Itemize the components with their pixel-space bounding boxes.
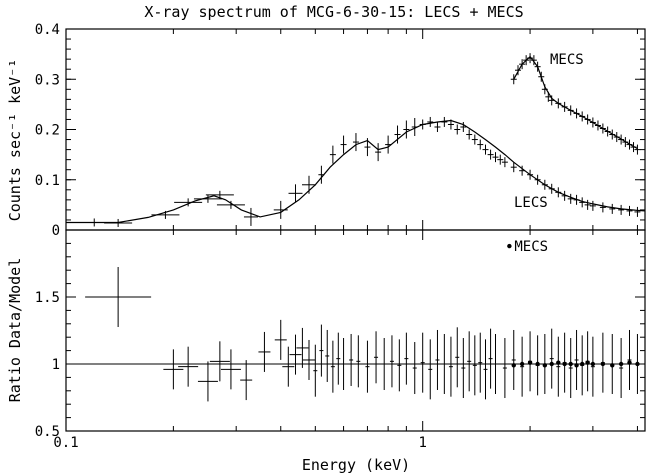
top-panel: 0 0.1 0.2 0.3 0.4 Counts sec⁻¹ keV⁻¹ LECS ME… [6, 22, 646, 239]
ratio-point-mecs [527, 360, 533, 365]
ratio-point-mecs [556, 360, 561, 365]
bottom-legend: MECS [507, 239, 548, 255]
ratio-point-mecs [579, 361, 585, 367]
top-y-ticks: 0 0.1 0.2 0.3 0.4 [35, 22, 645, 239]
x-tick-label: 1 [418, 435, 426, 451]
x-axis-label: Energy (keV) [302, 456, 410, 474]
bottom-x-ticks: 0.1 1 [53, 230, 638, 451]
model-line-mecs [513, 55, 638, 150]
ratio-point-mecs [535, 361, 540, 367]
ratio-point-mecs [610, 363, 615, 368]
series-label-mecs: MECS [550, 52, 584, 68]
series-label-lecs: LECS [514, 195, 548, 211]
y-tick-label: 0.3 [35, 72, 60, 88]
ratio-point-mecs [585, 360, 590, 365]
bottom-y-ticks: 0.5 1 1.5 [35, 229, 645, 440]
ratio-point-mecs [627, 360, 632, 365]
legend-marker-mecs [507, 243, 512, 249]
bottom-panel: 0.511.5 0.1 1 MECS Ratio Data/Model [6, 229, 646, 451]
ratio-point-mecs [549, 361, 554, 367]
ratio-point-mecs [635, 361, 640, 367]
y-tick-label: 0.5 [35, 424, 60, 440]
ratio-point-mecs [590, 361, 596, 367]
chart-title: X-ray spectrum of MCG-6-30-15: LECS + ME… [144, 3, 523, 21]
ratio-point-mecs [600, 361, 606, 367]
bottom-y-axis-label: Ratio Data/Model [6, 258, 24, 403]
top-x-ticks [65, 29, 638, 230]
y-tick-label: 1 [52, 357, 60, 373]
y-tick-label: 0 [52, 223, 60, 239]
y-tick-label: 0.1 [35, 173, 60, 189]
bottom-panel-frame [65, 229, 646, 432]
top-y-axis-label: Counts sec⁻¹ keV⁻¹ [6, 59, 24, 222]
ratio-point-mecs [562, 361, 567, 367]
ratio-point-mecs [542, 363, 548, 368]
ratio-point-mecs [618, 361, 624, 367]
x-tick-label: 0.1 [53, 435, 78, 451]
y-tick-label: 1.5 [35, 290, 60, 306]
bottom-data-points [85, 267, 640, 402]
y-tick-label: 0.4 [35, 22, 60, 38]
top-data-points [80, 53, 641, 227]
y-tick-label: 0.2 [35, 123, 60, 139]
ratio-point-mecs [568, 361, 573, 367]
legend-label-mecs: MECS [514, 239, 548, 255]
ratio-point-mecs [511, 363, 516, 368]
ratio-point-mecs [574, 363, 579, 368]
ratio-point-mecs [519, 361, 525, 367]
